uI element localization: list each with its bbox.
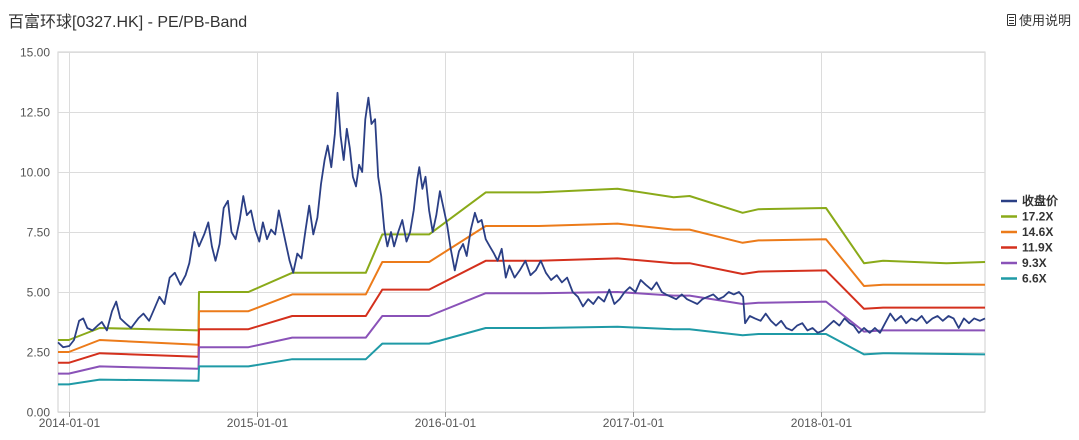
x-tick-label: 2017-01-01 — [603, 416, 665, 430]
legend-entry: 9.3X — [1022, 256, 1047, 270]
chart-series — [57, 91, 986, 386]
legend-entry: 14.6X — [1022, 225, 1053, 239]
y-tick-label: 2.50 — [27, 346, 51, 360]
y-tick-label: 0.00 — [27, 406, 51, 420]
chart-grid — [57, 51, 986, 413]
document-icon — [1006, 13, 1016, 26]
y-tick-label: 15.00 — [20, 46, 50, 60]
legend-entry: 11.9X — [1022, 241, 1053, 255]
series-line-11.9X — [58, 257, 985, 364]
series-line-6.6X — [58, 325, 986, 386]
y-tick-label: 5.00 — [27, 286, 51, 300]
help-label: 使用说明 — [1018, 13, 1071, 28]
series-line-9.3X — [58, 291, 985, 375]
chart-axes: 0.00 2.50 5.00 7.50 10.00 12.50 15.00 2014-01-0… — [20, 46, 853, 431]
help-button[interactable]: 使用说明 — [1006, 10, 1071, 29]
x-tick-label: 2015-01-01 — [227, 416, 289, 430]
x-tick-label: 2018-01-01 — [791, 416, 853, 430]
page-title: 百富环球[0327.HK] - PE/PB-Band — [8, 14, 248, 31]
y-tick-label: 10.00 — [20, 166, 50, 180]
legend-entry: 收盘价 — [1022, 193, 1059, 208]
series-line-收盘价 — [57, 91, 986, 349]
x-tick-label: 2016-01-01 — [415, 416, 477, 430]
x-tick-label: 2014-01-01 — [39, 416, 101, 430]
legend-entry: 6.6X — [1022, 272, 1047, 286]
y-tick-label: 7.50 — [27, 226, 51, 240]
y-tick-label: 12.50 — [20, 106, 50, 120]
legend-entry: 17.2X — [1022, 210, 1053, 224]
